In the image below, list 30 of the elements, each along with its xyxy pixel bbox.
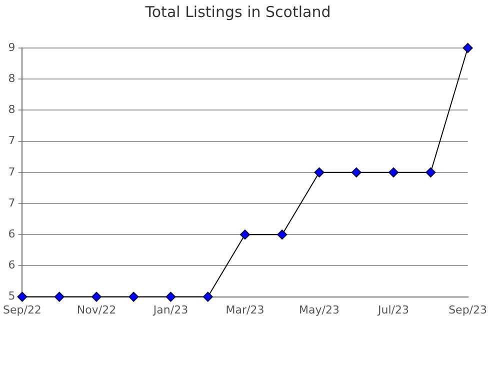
point	[314, 167, 324, 178]
x-tick-label: May/23	[299, 303, 340, 316]
x-tick-label: Sep/22	[3, 303, 42, 316]
y-tick-label: 5	[8, 290, 16, 303]
y-tick-label: 8	[8, 72, 16, 85]
point	[91, 292, 102, 302]
y-tick-label: 7	[8, 196, 16, 210]
y-tick-label: 6	[8, 227, 16, 240]
point	[202, 292, 213, 302]
point	[426, 167, 436, 178]
point	[128, 292, 139, 302]
y-tick-label: 7	[8, 165, 16, 178]
x-tick-label: Mar/23	[226, 303, 264, 316]
point	[351, 167, 362, 178]
y-tick-label: 7	[8, 134, 16, 148]
chart-title: Total Listings in Scotland	[144, 2, 331, 21]
point	[462, 43, 473, 53]
x-tick-label: Jul/23	[377, 303, 410, 316]
point	[54, 292, 64, 302]
point	[277, 230, 288, 240]
x-tick-label: Nov/22	[76, 303, 116, 316]
y-tick-label: 6	[8, 258, 16, 272]
point	[17, 292, 28, 302]
point	[166, 292, 176, 302]
x-tick-label: Sep/23	[448, 303, 487, 316]
point	[388, 167, 399, 178]
x-tick-label: Jan/23	[152, 303, 188, 316]
y-tick-label: 8	[8, 103, 16, 116]
y-tick-label: 9	[8, 40, 16, 54]
point	[240, 230, 250, 240]
